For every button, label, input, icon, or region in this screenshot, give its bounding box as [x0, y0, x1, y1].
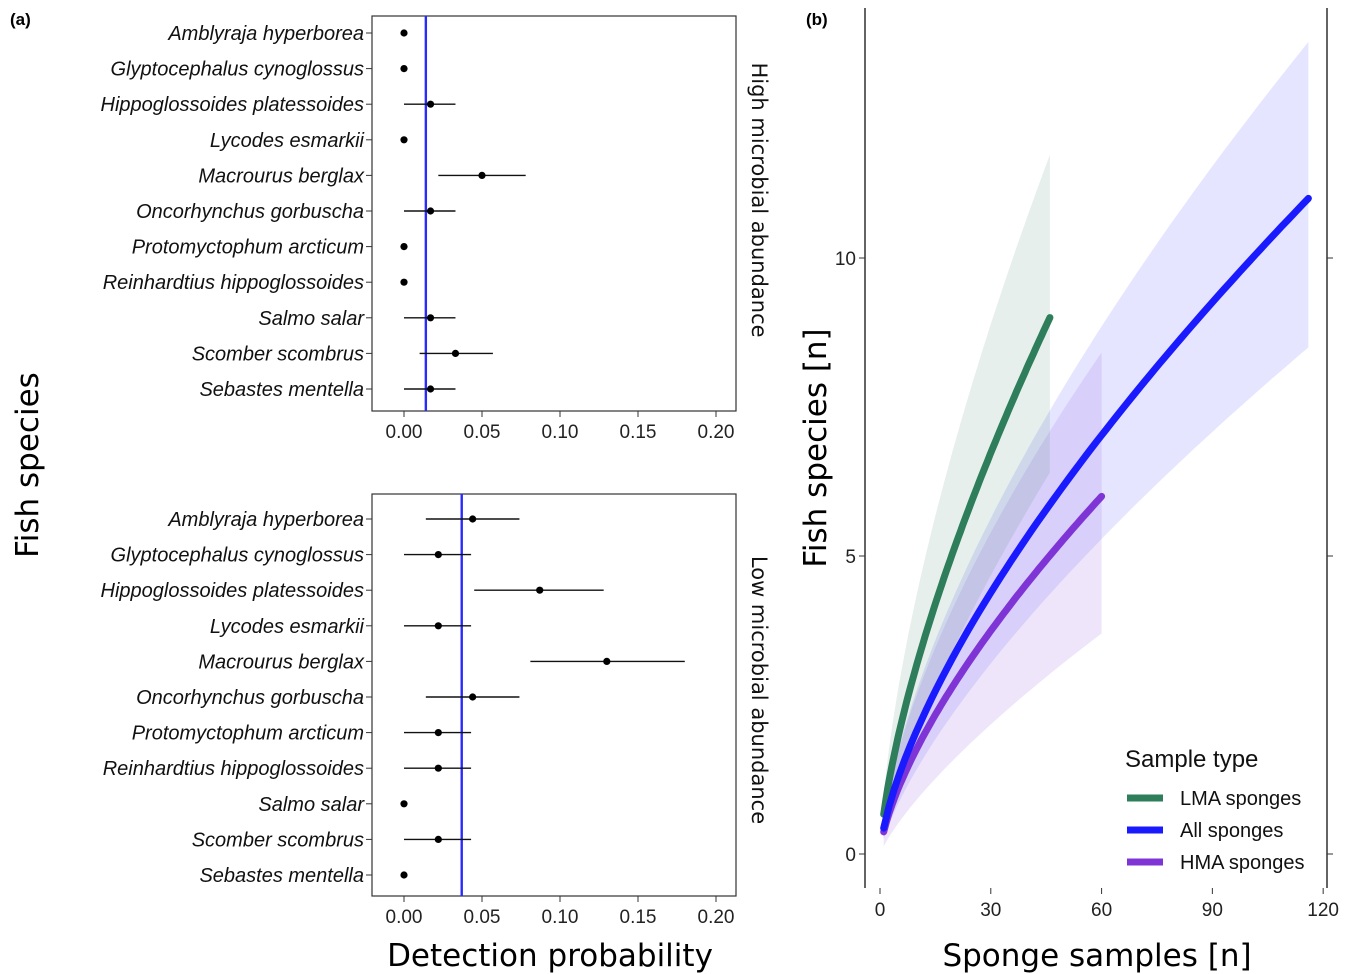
- estimate-point: [400, 800, 408, 808]
- species-label: Amblyraja hyperborea: [167, 23, 364, 45]
- estimate-point: [451, 349, 460, 357]
- legend-label-hma: HMA sponges: [1180, 852, 1305, 874]
- species-label: Macrourus berglax: [198, 651, 365, 673]
- marks-low: [400, 494, 685, 896]
- plot-frame-low: [371, 493, 737, 897]
- y-tick-label: 5: [845, 547, 856, 568]
- panel-a-high-abundance: Amblyraja hyperborea Glyptocephalus cynog…: [101, 15, 771, 443]
- estimate-point: [426, 385, 435, 393]
- species-label: Oncorhynchus gorbuscha: [136, 201, 364, 223]
- x-axis-low: 0.00 0.05 0.10 0.15 0.20: [386, 896, 735, 928]
- x-tick-label: 0.15: [620, 422, 657, 443]
- estimate-point: [434, 729, 442, 737]
- estimate-point: [434, 835, 442, 844]
- species-label: Sebastes mentella: [199, 379, 364, 401]
- curve-lma: [880, 314, 1054, 818]
- x-tick-label: 0.10: [542, 422, 579, 443]
- panel-a-low-abundance: Amblyraja hyperborea Glyptocephalus cynog…: [101, 493, 771, 928]
- x-tick-label: 120: [1307, 900, 1339, 921]
- x-tick-label: 0.00: [386, 907, 423, 928]
- panel-label-a: (a): [10, 10, 31, 29]
- x-axis-label-a: Detection probability: [387, 938, 713, 974]
- species-label: Lycodes esmarkii: [210, 130, 365, 152]
- species-label: Hippoglossoides platessoides: [101, 580, 365, 602]
- accumulation-curves: [880, 194, 1312, 836]
- x-tick-label: 0.00: [386, 422, 423, 443]
- strip-label-high: High microbial abundance: [747, 62, 771, 337]
- species-label: Protomyctophum arcticum: [132, 723, 364, 745]
- species-label: Salmo salar: [258, 308, 365, 330]
- x-tick-label: 60: [1091, 900, 1112, 921]
- species-label: Lycodes esmarkii: [210, 616, 365, 638]
- ci-band-hma: [883, 352, 1102, 847]
- y-axis-label-a: Fish species: [10, 372, 46, 558]
- estimate-point: [426, 314, 435, 322]
- estimate-point: [434, 551, 442, 559]
- curve-hma: [880, 492, 1106, 836]
- marks-high: [400, 16, 526, 411]
- x-tick-label: 30: [980, 900, 1001, 921]
- species-label: Sebastes mentella: [199, 865, 364, 887]
- estimate-point: [603, 657, 611, 666]
- x-tick-label: 0: [875, 900, 886, 921]
- legend-label-lma: LMA sponges: [1180, 788, 1301, 810]
- y-tick-label: 0: [845, 845, 856, 866]
- species-label: Glyptocephalus cynoglossus: [111, 545, 364, 567]
- estimate-point: [478, 171, 486, 179]
- x-tick-label: 0.10: [542, 907, 579, 928]
- estimate-point: [536, 586, 544, 594]
- curve-all: [880, 194, 1312, 832]
- species-label: Reinhardtius hippoglossoides: [103, 758, 364, 780]
- species-label: Amblyraja hyperborea: [167, 509, 364, 531]
- x-axis-high: 0.00 0.05 0.10 0.15 0.20: [386, 411, 735, 443]
- legend-label-all: All sponges: [1180, 820, 1283, 842]
- species-label: Scomber scombrus: [192, 343, 364, 365]
- y-axis-high: Amblyraja hyperborea Glyptocephalus cynog…: [101, 23, 372, 401]
- x-tick-label: 0.20: [698, 907, 735, 928]
- x-tick-label: 0.05: [464, 422, 501, 443]
- x-axis-label-b: Sponge samples [n]: [942, 938, 1251, 974]
- estimate-point: [400, 136, 408, 144]
- species-label: Protomyctophum arcticum: [132, 237, 364, 259]
- species-label: Glyptocephalus cynoglossus: [111, 59, 364, 81]
- x-tick-label: 0.05: [464, 907, 501, 928]
- estimate-point: [434, 622, 442, 630]
- estimate-point: [400, 278, 408, 286]
- estimate-point: [400, 871, 408, 879]
- ci-band-lma: [883, 154, 1050, 834]
- x-tick-label: 0.20: [698, 422, 735, 443]
- y-axis-b: 0 5 10: [835, 249, 1333, 866]
- species-label: Reinhardtius hippoglossoides: [103, 272, 364, 294]
- estimate-point: [434, 764, 442, 772]
- species-label: Salmo salar: [258, 794, 365, 816]
- legend-items: LMA sponges All sponges HMA sponges: [1127, 788, 1305, 874]
- estimate-point: [400, 29, 408, 37]
- legend-title: Sample type: [1125, 746, 1258, 773]
- species-label: Hippoglossoides platessoides: [101, 94, 365, 116]
- estimate-point: [400, 65, 408, 73]
- legend: Sample type LMA sponges All sponges HMA sp…: [1125, 746, 1305, 874]
- y-axis-label-b: Fish species [n]: [798, 328, 834, 567]
- estimate-point: [469, 515, 477, 523]
- species-label: Oncorhynchus gorbuscha: [136, 687, 364, 709]
- species-label: Scomber scombrus: [192, 829, 364, 851]
- panel-b-accumulation: 0 30 60 90 120 0 5 10 Sponge samples [n] Fish …: [798, 8, 1339, 974]
- x-tick-label: 0.15: [620, 907, 657, 928]
- strip-label-low: Low microbial abundance: [747, 556, 771, 824]
- y-axis-low: Amblyraja hyperborea Glyptocephalus cynog…: [101, 509, 372, 887]
- panel-label-b: (b): [806, 10, 828, 29]
- y-tick-label: 10: [835, 249, 856, 270]
- species-label: Macrourus berglax: [198, 165, 365, 187]
- x-tick-label: 90: [1202, 900, 1223, 921]
- estimate-point: [426, 100, 435, 108]
- estimate-point: [400, 243, 408, 251]
- estimate-point: [426, 207, 435, 215]
- x-axis-b: 0 30 60 90 120: [875, 888, 1339, 921]
- estimate-point: [469, 693, 477, 701]
